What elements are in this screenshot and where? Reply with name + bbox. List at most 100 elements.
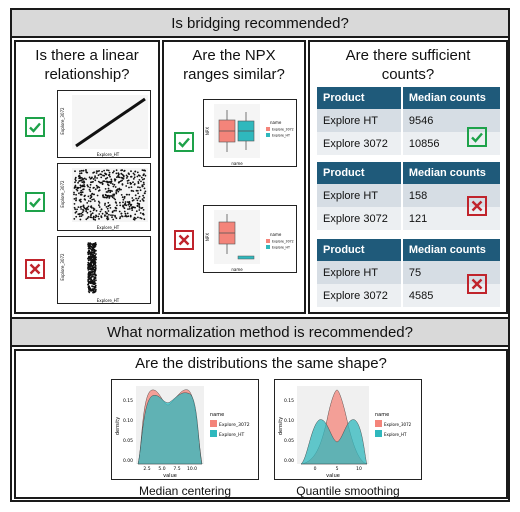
q-ytick-3: 0.15 [284, 398, 294, 404]
scatter-point [144, 190, 147, 193]
scatter-point [95, 209, 98, 212]
scatter-point [94, 286, 97, 289]
bridging-header: Is bridging recommended? [10, 8, 510, 38]
q-xtick-2: 10 [356, 466, 362, 472]
scatter-point [94, 273, 97, 276]
scatter-point [113, 197, 115, 200]
scatter-point [118, 181, 121, 183]
scatter-point [92, 193, 95, 196]
scatter-cloud-plot: Explore_HT Explore_3072 [57, 163, 151, 231]
product-cell: Explore 3072 [317, 284, 402, 307]
scatter-point [85, 208, 88, 211]
npx1-xlabel: name [231, 161, 243, 166]
col-median: Median counts [400, 162, 500, 184]
scatter-point [78, 177, 80, 179]
scatter-point [111, 216, 113, 219]
scatter-point [87, 216, 90, 218]
m-xtick-0: 2.5 [143, 466, 150, 472]
scatter-point [91, 270, 93, 273]
scatter-point [110, 182, 112, 184]
scatter-point [94, 200, 96, 202]
scatter-point [128, 205, 131, 208]
scatter-point [107, 210, 110, 212]
scatter-point [94, 270, 96, 273]
scatter-point [140, 176, 143, 179]
counts-table-3: Product Median counts Explore HT 75 Explor… [317, 239, 500, 307]
scatter-point [136, 199, 139, 202]
scatter-point [75, 199, 77, 202]
col-product: Product [317, 87, 402, 109]
scatter-point [135, 197, 137, 200]
scatter-point [137, 216, 139, 219]
scatter-point [74, 176, 77, 179]
scatter-point [109, 175, 111, 178]
scatter-point [89, 255, 92, 258]
scatter-point [103, 169, 105, 172]
product-cell: Explore 3072 [317, 132, 402, 155]
scatter-point [139, 175, 141, 177]
scatter-point [141, 184, 144, 187]
scatter-point [117, 190, 120, 193]
normalization-header-text: What normalization method is recommended… [107, 323, 413, 341]
scatter-point [107, 194, 110, 197]
scatter-point [143, 178, 146, 180]
scatter-point [101, 170, 103, 173]
scatter-point [87, 267, 89, 270]
scatter-point [136, 175, 139, 178]
scatter-point [111, 211, 114, 214]
scatter-point [86, 171, 89, 174]
scatter-point [80, 169, 83, 172]
scatter-point [142, 169, 145, 172]
scatter-point [101, 212, 104, 215]
scatter-point [130, 190, 133, 192]
scatter-point [98, 204, 100, 207]
scatter-point [100, 208, 103, 211]
scatter-point [139, 186, 141, 189]
scatter-point [114, 215, 117, 218]
scatter-point [133, 176, 136, 179]
scatter-point [94, 175, 96, 178]
scatter-point [79, 200, 82, 203]
scatter-point [116, 204, 118, 207]
scatter-point [115, 191, 118, 193]
scatter-point [112, 185, 115, 188]
scatter-point [91, 198, 94, 201]
scatter-point [97, 215, 100, 218]
scatter-point [75, 179, 77, 182]
m-ytick-1: 0.05 [123, 438, 133, 444]
scatter-point [119, 217, 121, 220]
scatter-point [87, 242, 90, 244]
scatter-point [94, 261, 97, 264]
scatter-point [74, 208, 77, 211]
q-legend-1: Explore_3072 [384, 422, 412, 427]
scatter-point [128, 208, 131, 210]
scatter-point [80, 215, 83, 217]
scatter-point [121, 179, 123, 182]
scatter-point [73, 206, 76, 209]
scatter-point [109, 207, 112, 209]
scatter-point [128, 173, 130, 176]
scatter-point [132, 218, 135, 221]
scatter-point [119, 204, 122, 207]
scatter-point [98, 206, 101, 208]
scatter-point [130, 182, 133, 185]
check-icon [25, 117, 45, 137]
distribution-question: Are the distributions the same shape? [135, 355, 387, 372]
scatter-point [87, 205, 90, 208]
m-ytick-2: 0.10 [123, 418, 133, 424]
scatter-point [79, 191, 82, 194]
scatter-point [95, 253, 97, 255]
scatter-point [110, 178, 113, 181]
scatter-point [138, 206, 141, 209]
scatter-point [92, 256, 94, 258]
scatter-point [93, 171, 95, 174]
scatter-point [83, 206, 85, 209]
scatter-point [86, 202, 89, 204]
scatter-point [92, 283, 95, 285]
scatter-point [131, 197, 134, 199]
scatter-point [131, 209, 134, 211]
median-cell: 4585 [400, 284, 500, 307]
scatter-point [85, 169, 87, 171]
scatter-point [124, 202, 127, 205]
scatter-linear-plot: Explore_HT Explore_3072 [57, 90, 151, 158]
